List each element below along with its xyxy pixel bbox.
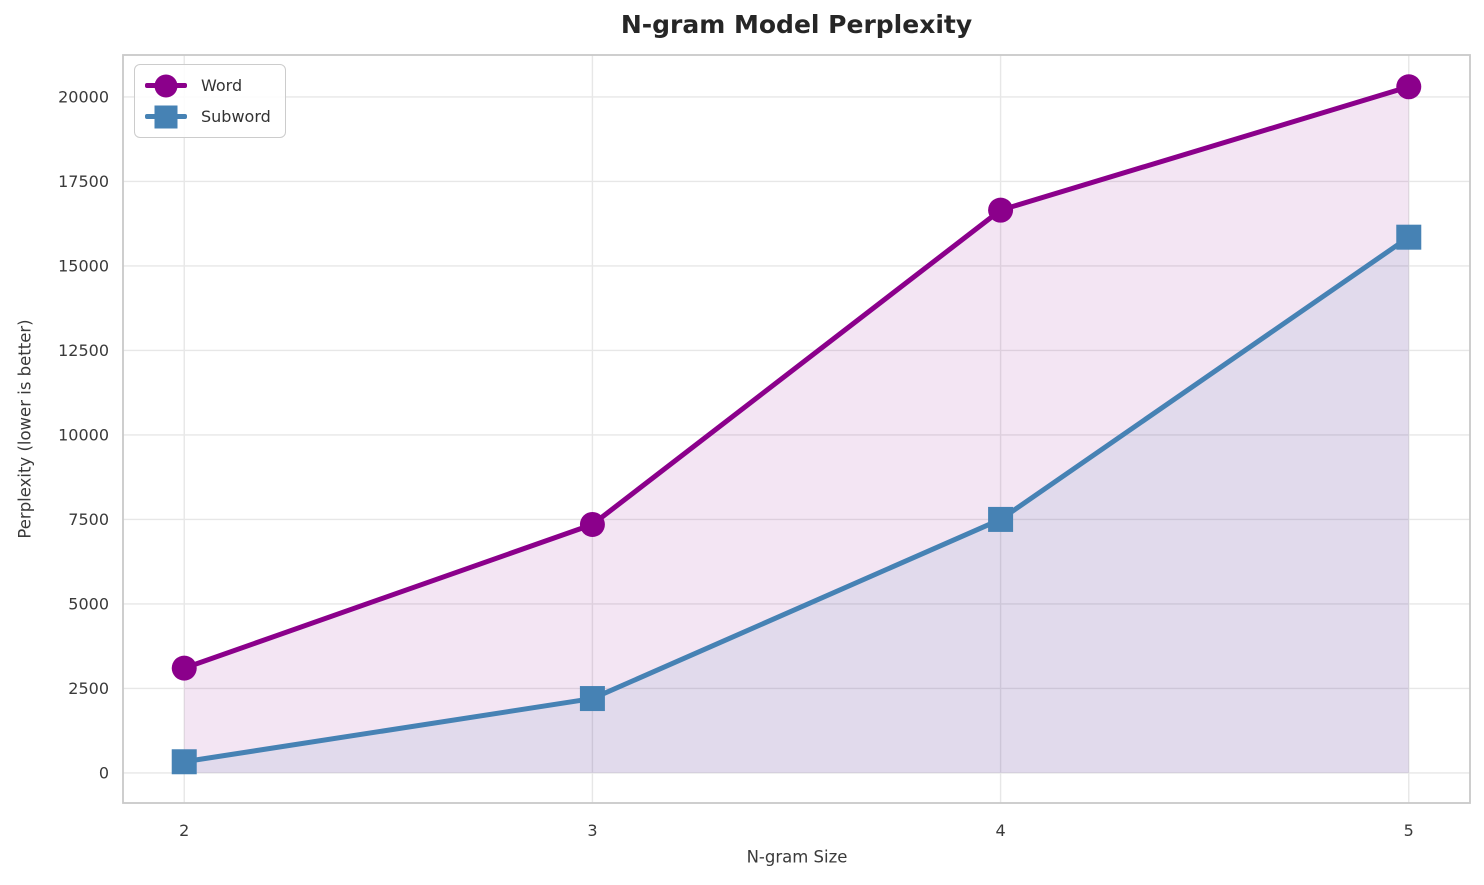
y-tick-label: 7500 bbox=[68, 510, 109, 529]
x-axis-label: N-gram Size bbox=[746, 847, 848, 867]
plot-border bbox=[122, 54, 1471, 804]
y-tick-label: 2500 bbox=[68, 679, 109, 698]
y-tick-label: 20000 bbox=[58, 87, 109, 106]
area-fill-word bbox=[184, 86, 1409, 773]
y-axis-label: Perplexity (lower is better) bbox=[15, 319, 35, 539]
x-tick-label: 5 bbox=[1404, 821, 1414, 840]
legend-item-subword: Subword bbox=[145, 103, 271, 130]
y-tick-label: 0 bbox=[99, 763, 109, 782]
legend-marker-sample bbox=[154, 105, 178, 128]
legend: Word Subword bbox=[134, 64, 286, 138]
x-tick-label: 2 bbox=[179, 821, 189, 840]
legend-label: Subword bbox=[201, 107, 271, 126]
data-point-subword bbox=[171, 749, 197, 775]
y-tick-label: 10000 bbox=[58, 425, 109, 444]
y-tick-label: 5000 bbox=[68, 594, 109, 613]
data-point-word bbox=[1396, 74, 1422, 100]
word-circle-marker-icon bbox=[145, 73, 187, 99]
y-tick-label: 17500 bbox=[58, 172, 109, 191]
y-tick-label: 12500 bbox=[58, 341, 109, 360]
data-point-subword bbox=[988, 506, 1014, 532]
x-tick-label: 4 bbox=[995, 821, 1005, 840]
data-point-word bbox=[171, 655, 197, 681]
data-point-word bbox=[988, 197, 1014, 223]
area-fill-subword bbox=[184, 237, 1409, 773]
data-point-subword bbox=[1396, 224, 1422, 250]
legend-item-word: Word bbox=[145, 72, 271, 99]
series-line-subword bbox=[181, 234, 1412, 765]
data-point-word bbox=[579, 511, 605, 537]
legend-marker-sample bbox=[154, 74, 178, 97]
y-tick-label: 15000 bbox=[58, 256, 109, 275]
series-line-word bbox=[181, 84, 1412, 671]
x-tick-label: 3 bbox=[587, 821, 597, 840]
data-point-subword bbox=[579, 686, 605, 712]
legend-label: Word bbox=[201, 76, 243, 95]
chart-title: N-gram Model Perplexity bbox=[620, 10, 973, 39]
subword-square-marker-icon bbox=[145, 104, 187, 130]
